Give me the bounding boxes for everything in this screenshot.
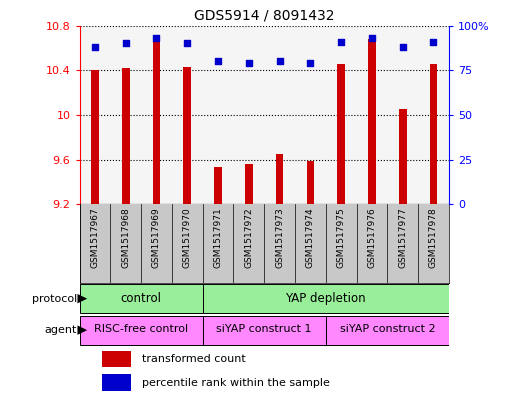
Text: RISC-free control: RISC-free control [94, 325, 188, 334]
Text: GSM1517970: GSM1517970 [183, 208, 192, 268]
Text: agent: agent [45, 325, 77, 335]
Bar [368, 39, 376, 204]
Text: GSM1517978: GSM1517978 [429, 208, 438, 268]
Text: GSM1517968: GSM1517968 [121, 208, 130, 268]
Point [306, 60, 314, 66]
Text: GSM1517977: GSM1517977 [398, 208, 407, 268]
Text: GSM1517967: GSM1517967 [90, 208, 100, 268]
Text: GSM1517976: GSM1517976 [367, 208, 377, 268]
Title: GDS5914 / 8091432: GDS5914 / 8091432 [194, 9, 334, 23]
Bar [102, 375, 131, 391]
Text: control: control [121, 292, 162, 305]
Text: GSM1517975: GSM1517975 [337, 208, 346, 268]
Bar [307, 161, 314, 204]
Point [429, 39, 438, 45]
Point [214, 58, 222, 64]
Point [399, 44, 407, 50]
Bar [91, 70, 98, 204]
Point [337, 39, 345, 45]
Bar [430, 64, 437, 204]
Text: siYAP construct 1: siYAP construct 1 [216, 325, 312, 334]
Bar [245, 164, 252, 204]
FancyBboxPatch shape [203, 284, 449, 313]
FancyBboxPatch shape [80, 284, 203, 313]
FancyBboxPatch shape [203, 316, 326, 345]
Bar [399, 109, 406, 204]
Bar [184, 67, 191, 204]
Point [122, 40, 130, 46]
Bar [338, 64, 345, 204]
FancyBboxPatch shape [326, 316, 449, 345]
Bar [276, 154, 283, 204]
Text: GSM1517969: GSM1517969 [152, 208, 161, 268]
Point [245, 60, 253, 66]
Text: protocol: protocol [32, 294, 77, 304]
Point [91, 44, 99, 50]
Text: GSM1517971: GSM1517971 [213, 208, 223, 268]
FancyBboxPatch shape [80, 316, 203, 345]
Bar [153, 39, 160, 204]
Text: siYAP construct 2: siYAP construct 2 [340, 325, 435, 334]
Bar [122, 68, 129, 204]
Point [152, 35, 161, 41]
Point [183, 40, 191, 46]
Text: GSM1517972: GSM1517972 [244, 208, 253, 268]
Text: YAP depletion: YAP depletion [285, 292, 366, 305]
Bar [214, 167, 222, 204]
Text: GSM1517973: GSM1517973 [275, 208, 284, 268]
Point [275, 58, 284, 64]
Bar [102, 351, 131, 367]
Point [368, 35, 376, 41]
Text: percentile rank within the sample: percentile rank within the sample [142, 378, 330, 387]
Text: transformed count: transformed count [142, 354, 246, 364]
Text: GSM1517974: GSM1517974 [306, 208, 315, 268]
